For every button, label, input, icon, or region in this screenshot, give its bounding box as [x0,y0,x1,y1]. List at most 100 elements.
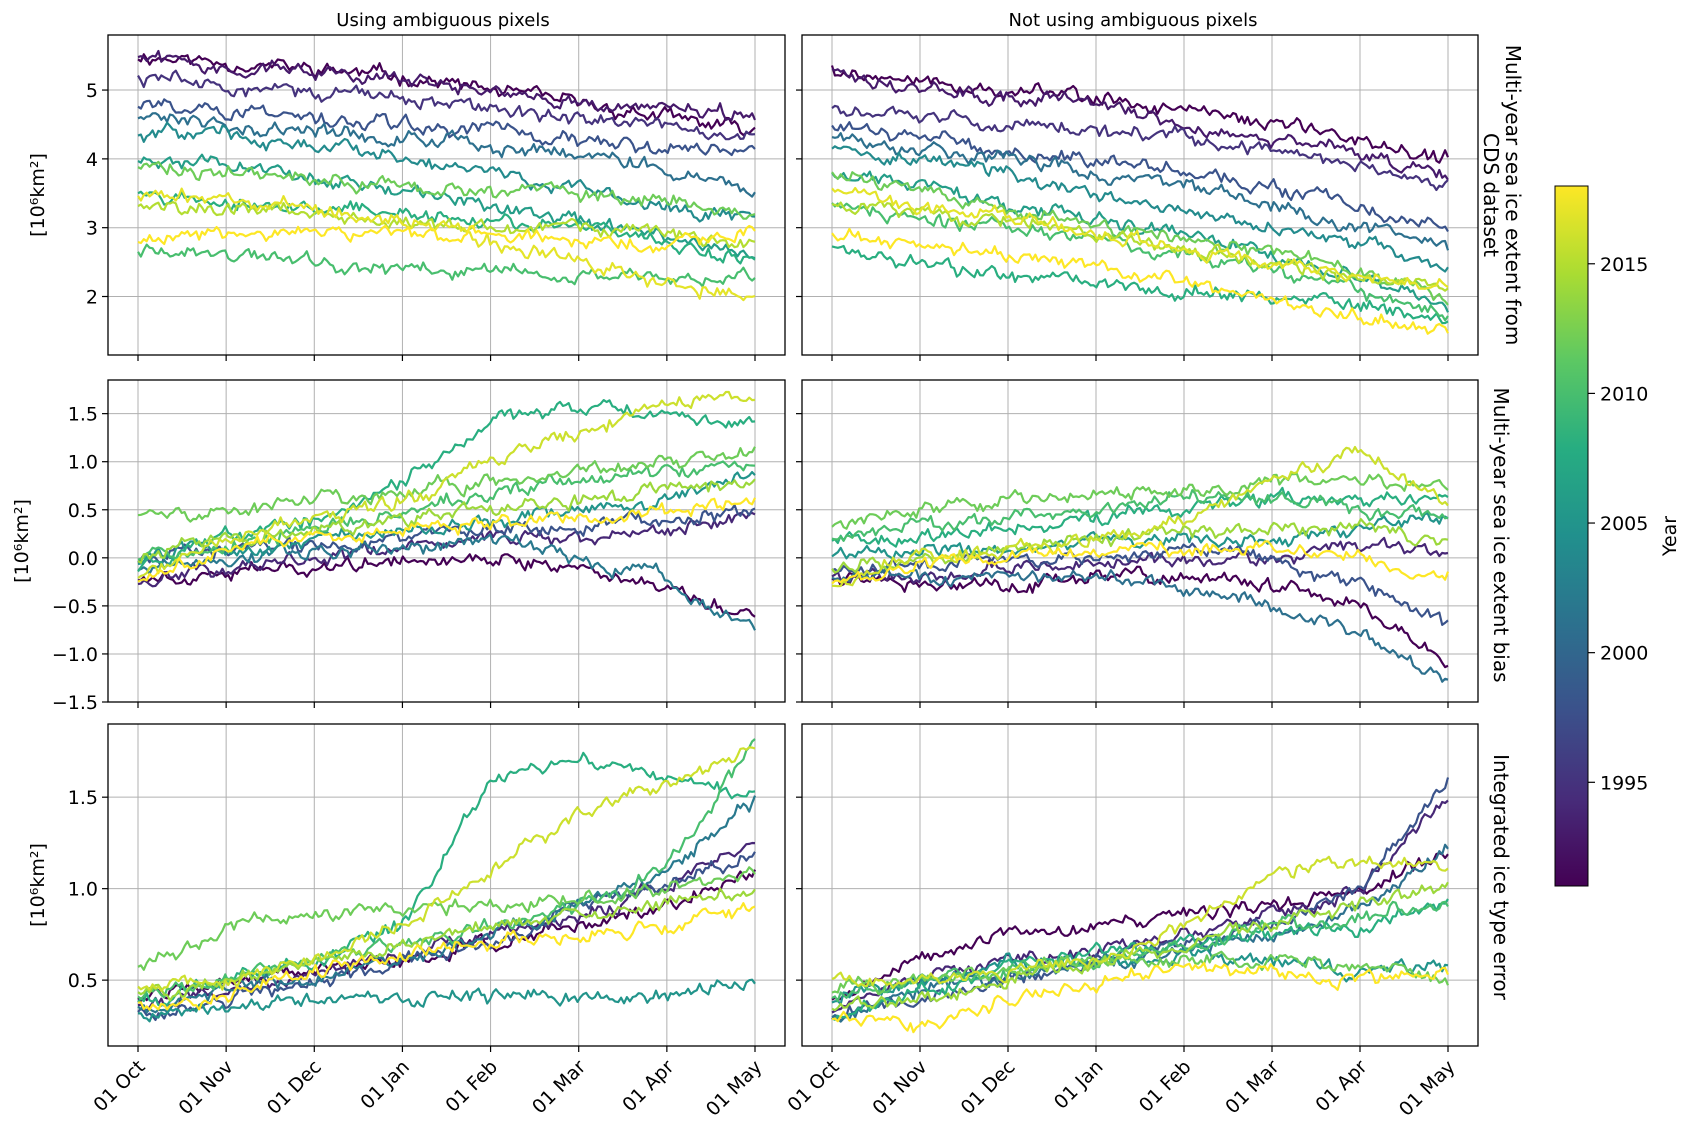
series-line-2012 [137,160,756,220]
colorbar-tick-label: 2010 [1600,383,1648,405]
series-line-2010 [137,460,756,561]
y-tick-label: 2 [86,287,98,309]
series-line-2017 [137,187,756,302]
series-line-2004 [137,121,756,223]
series-group [831,777,1450,1034]
series-line-1991 [831,565,1449,669]
series-line-1993 [831,68,1449,181]
series-line-2018 [137,497,757,583]
series-line-2012 [137,866,756,971]
series-line-1998 [831,121,1449,233]
series-line-2018 [137,902,756,1011]
x-tick-label: 01 Nov [175,1056,238,1119]
series-line-2017 [831,186,1449,290]
x-tick-label: 01 Jan [356,1056,414,1114]
series-line-2018 [831,540,1450,585]
y-tick-label: −1.5 [52,692,98,714]
y-tick-label: 4 [86,149,98,171]
colorbar-tick-label: 1995 [1600,772,1648,794]
y-axis-label: [10⁶km²] [27,153,49,237]
panel-1-2 [796,34,1479,361]
series-line-2014 [137,887,756,1002]
axes-frame [107,34,786,356]
y-tick-label: 0.0 [68,548,98,570]
y-tick-label: 1.0 [68,452,98,474]
series-line-2016 [137,390,756,579]
series-line-1995 [137,69,756,141]
x-tick-label: 01 Feb [1135,1056,1196,1117]
series-line-1995 [831,104,1449,192]
series-line-2005 [137,978,756,1023]
colorbar-tick-label: 2005 [1600,513,1648,535]
colorbar-tick-label: 2015 [1600,254,1648,276]
colorbar-ticks: 1995 2000 2005 2010 2015 [1588,254,1648,794]
series-line-2006 [137,153,756,260]
colorbar: 1995 2000 2005 2010 2015 Year [1554,185,1681,887]
series-group [137,49,757,302]
x-tick-label: 01 May [702,1056,767,1121]
series-line-2004 [831,145,1449,273]
series-group [830,65,1450,335]
y-tick-label: 0.5 [68,500,98,522]
x-tick-label: 01 Dec [957,1056,1020,1119]
series-line-2016 [831,445,1449,588]
series-line-1991 [137,553,756,618]
series-group [137,738,757,1023]
series-line-1994 [137,511,756,588]
series-group [137,390,757,631]
y-tick-label: −1.0 [52,644,98,666]
panel-3-1: 0.5 1.0 1.5 01 Oct 01 Nov 01 Dec 01 Jan 01 Feb 0… [27,723,786,1121]
x-tick-label: 01 Apr [1311,1056,1371,1116]
series-line-1991 [830,65,1450,164]
series-line-2008 [137,399,756,573]
series-line-2006 [831,170,1449,313]
axes-frame [801,379,1479,703]
series-line-2018 [831,227,1449,335]
axes-frame [801,723,1479,1047]
series-group [831,445,1450,683]
series-line-2018 [831,961,1450,1034]
x-tick-label: 01 Oct [89,1056,149,1116]
series-line-2008 [831,898,1449,1021]
series-line-2005 [831,512,1449,561]
panel-3-2: 01 Oct 01 Nov 01 Dec 01 Jan 01 Feb 01 Mar 01 A… [783,723,1479,1121]
series-line-2012 [831,472,1449,530]
x-tick-label: 01 Feb [441,1056,502,1117]
y-tick-label: 1.5 [68,787,98,809]
series-line-1993 [137,49,757,122]
column-title-left: Using ambiguous pixels [336,10,549,31]
series-line-2008 [831,486,1449,548]
series-line-2016 [137,746,756,992]
series-line-2015 [137,201,756,249]
y-tick-label: 5 [86,80,98,102]
series-line-2010 [137,243,756,288]
y-tick-label: 3 [86,218,98,240]
axes-frame [107,723,786,1047]
y-tick-label: 0.5 [68,970,98,992]
axes-frame [801,34,1479,356]
series-line-2010 [831,489,1449,543]
series-line-2014 [831,881,1449,1012]
y-axis-label: [10⁶km²] [11,499,33,583]
x-tick-label: 01 Oct [783,1056,843,1116]
series-line-2008 [831,244,1449,325]
row-title-1: Multi-year sea ice extent from CDS datas… [1479,45,1525,346]
series-line-2012 [831,171,1449,306]
panel-1-1: 2 3 4 5 [10⁶km²] [27,34,786,361]
y-tick-label: −0.5 [52,596,98,618]
series-line-2012 [137,446,756,523]
y-axis-label: [10⁶km²] [27,843,49,927]
series-line-2015 [831,200,1449,292]
x-tick-label: 01 Nov [868,1056,931,1119]
row-title-1-line2: CDS dataset [1479,133,1503,257]
series-line-2008 [137,751,756,1007]
x-tick-label: 01 Jan [1050,1056,1108,1114]
series-line-2001 [831,132,1450,251]
series-line-2001 [137,112,756,198]
panel-2-1: −1.5 −1.0 −0.5 0.0 0.5 1.0 1.5 [10⁶km²] [11,379,786,714]
series-line-2016 [831,855,1449,990]
row-title-3: Integrated ice type error [1489,754,1513,1001]
y-tick-label: 1.0 [68,879,98,901]
colorbar-gradient [1554,185,1589,887]
series-line-1994 [831,536,1449,586]
